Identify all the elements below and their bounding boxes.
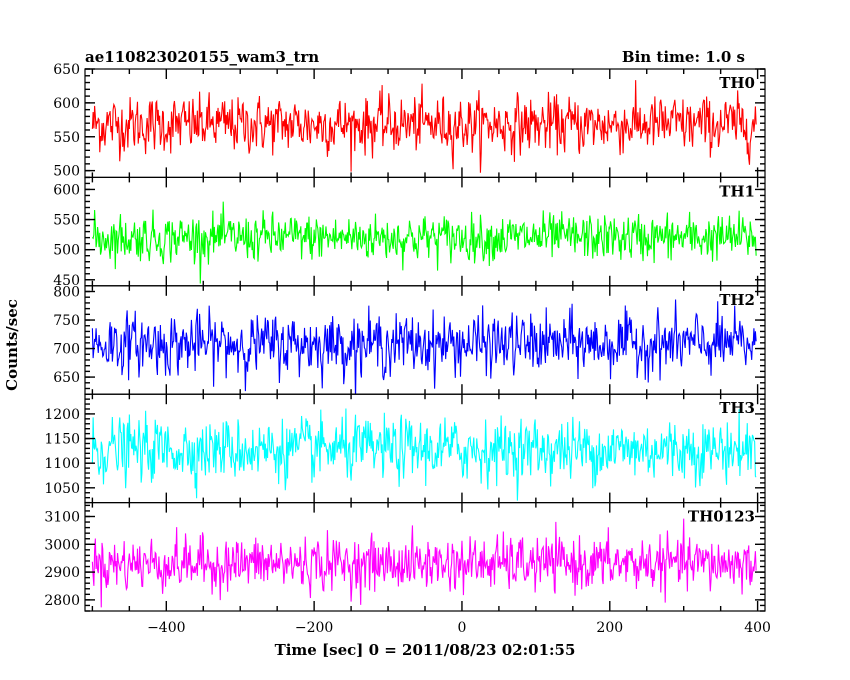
series-line-th2 (91, 299, 757, 395)
x-tick-label: 400 (744, 620, 771, 636)
y-axis-label: Counts/sec (3, 299, 21, 391)
panel-th2: 650 700 750 800 TH2 (53, 285, 766, 395)
panel-label: TH0 (719, 74, 755, 92)
y-tick-label: 800 (53, 285, 80, 301)
x-tick-label: 0 (457, 620, 466, 636)
panel-label: TH3 (719, 399, 755, 417)
chart-title: ae110823020155_wam3_trn (85, 48, 319, 66)
y-tick-label: 600 (53, 96, 80, 112)
y-tick-label: 550 (53, 130, 80, 146)
y-tick-label: 550 (53, 213, 80, 229)
y-tick-label: 2900 (44, 565, 80, 581)
panels-group: 500 550 600 650 TH0 450 500 550 600 TH1 650 700 750 8… (44, 62, 771, 636)
series-line-th3 (91, 408, 757, 501)
y-tick-label: 2800 (44, 593, 80, 609)
panel-label: TH1 (719, 182, 755, 200)
y-tick-label: 500 (53, 243, 80, 259)
y-tick-label: 1150 (44, 432, 80, 448)
bin-time-label: Bin time: 1.0 s (622, 48, 745, 66)
series-line-th0123 (91, 518, 757, 608)
panel-th0: 500 550 600 650 TH0 (53, 62, 766, 180)
y-tick-label: 3000 (44, 537, 80, 553)
panel-th3: 1050 1100 1150 1200 TH3 (44, 393, 766, 504)
y-tick-label: 750 (53, 313, 80, 329)
series-line-th1 (91, 201, 757, 284)
panel-th1: 450 500 550 600 TH1 (53, 176, 766, 289)
y-tick-label: 650 (53, 62, 80, 78)
panel-label: TH0123 (688, 508, 755, 526)
y-tick-label: 650 (53, 370, 80, 386)
x-tick-label: −200 (295, 620, 333, 636)
panel-label: TH2 (719, 291, 755, 309)
y-tick-label: 450 (53, 273, 80, 289)
x-tick-label: 200 (596, 620, 623, 636)
y-tick-label: 1200 (44, 407, 80, 423)
series-line-th0 (91, 80, 757, 173)
y-tick-label: 1100 (44, 456, 80, 472)
y-tick-label: 1050 (44, 481, 80, 497)
panel-th0123: 2800 2900 3000 3100 TH0123 (44, 502, 766, 612)
y-tick-label: 3100 (44, 509, 80, 525)
y-tick-label: 500 (53, 164, 80, 180)
y-tick-label: 600 (53, 182, 80, 198)
y-tick-label: 700 (53, 342, 80, 358)
x-axis-label: Time [sec] 0 = 2011/08/23 02:01:55 (275, 641, 576, 659)
x-tick-label: −400 (147, 620, 185, 636)
